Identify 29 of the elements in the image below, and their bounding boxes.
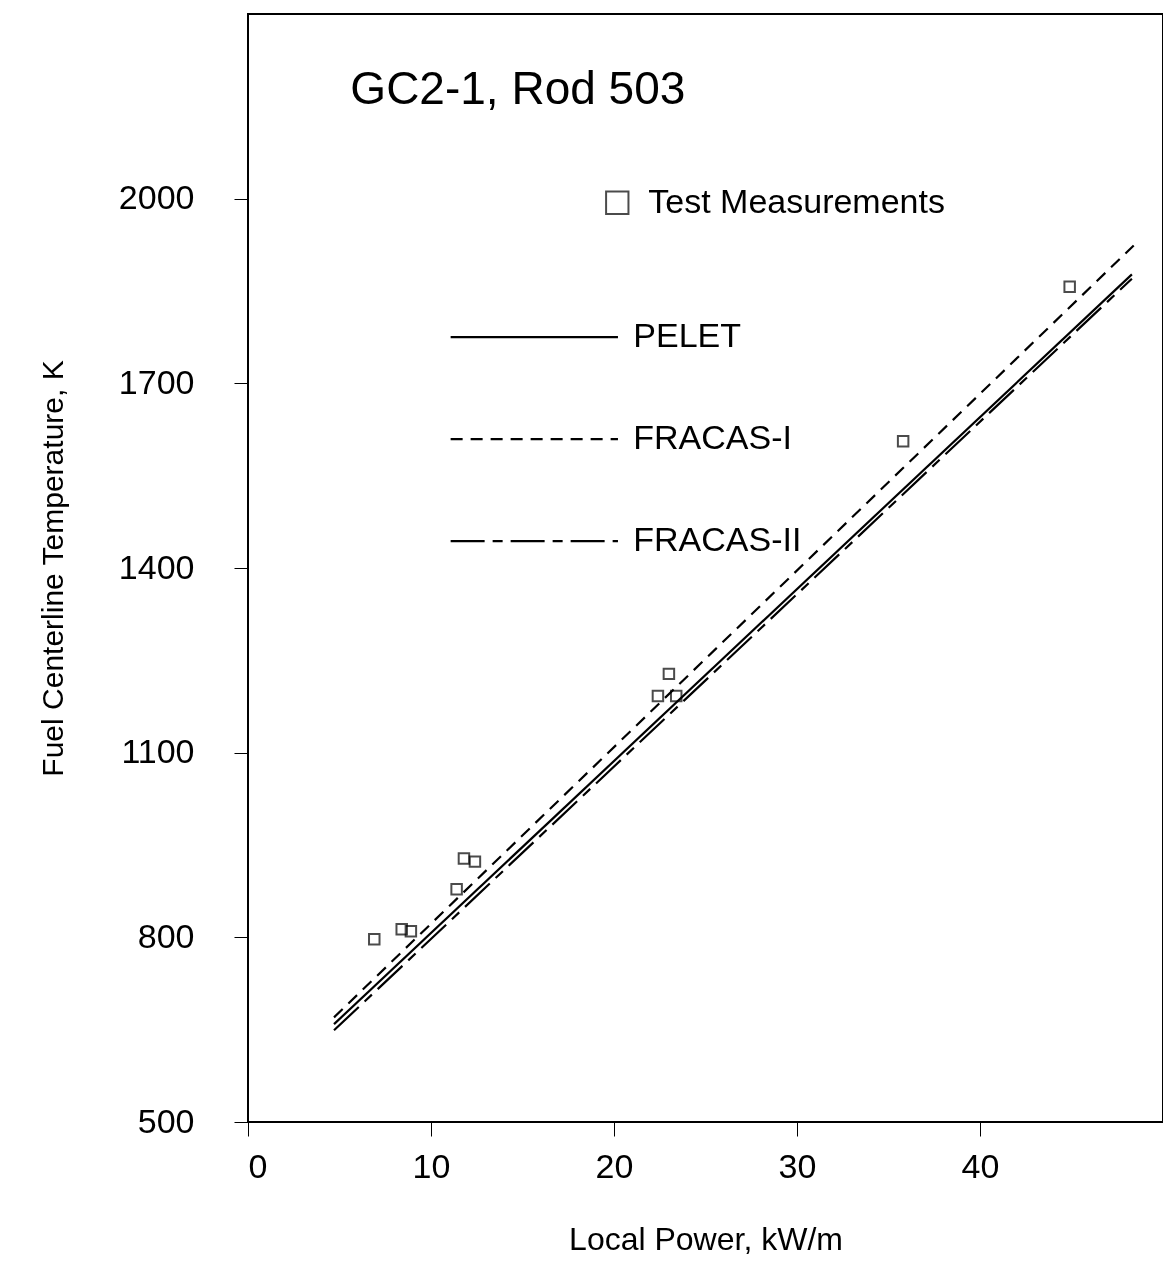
point [1063,280,1076,293]
legend-label: PELET [633,316,742,355]
x-tick-label: 20 [595,1146,634,1185]
legend-label: Test Measurements [648,181,945,220]
x-tick-label: 40 [961,1146,1000,1185]
point [457,852,471,865]
point [404,924,418,938]
point [368,932,381,946]
y-tick-label: 500 [137,1101,195,1140]
y-axis-title: Fuel Centerline Temperature, K [35,360,69,777]
point [395,923,408,936]
y-tick-label: 2000 [118,178,195,217]
x-axis-title: Local Power, kW/m [569,1220,843,1257]
point [896,434,910,448]
y-tick-label: 1100 [121,732,195,771]
point [651,689,665,703]
y-tick-label: 800 [137,916,195,955]
point [662,667,676,681]
y-tick-label: 1700 [118,362,195,401]
legend-label: FRACAS-I [633,418,792,457]
x-tick-label: 30 [778,1146,817,1185]
point [468,855,482,868]
point [669,689,683,703]
y-tick-label: 1400 [118,547,195,586]
x-tick-label: 0 [248,1146,268,1185]
legend-label: FRACAS-II [633,520,802,559]
point [450,883,463,896]
x-tick-label: 10 [412,1146,451,1185]
text: GC2-1, Rod 503 [350,62,686,114]
